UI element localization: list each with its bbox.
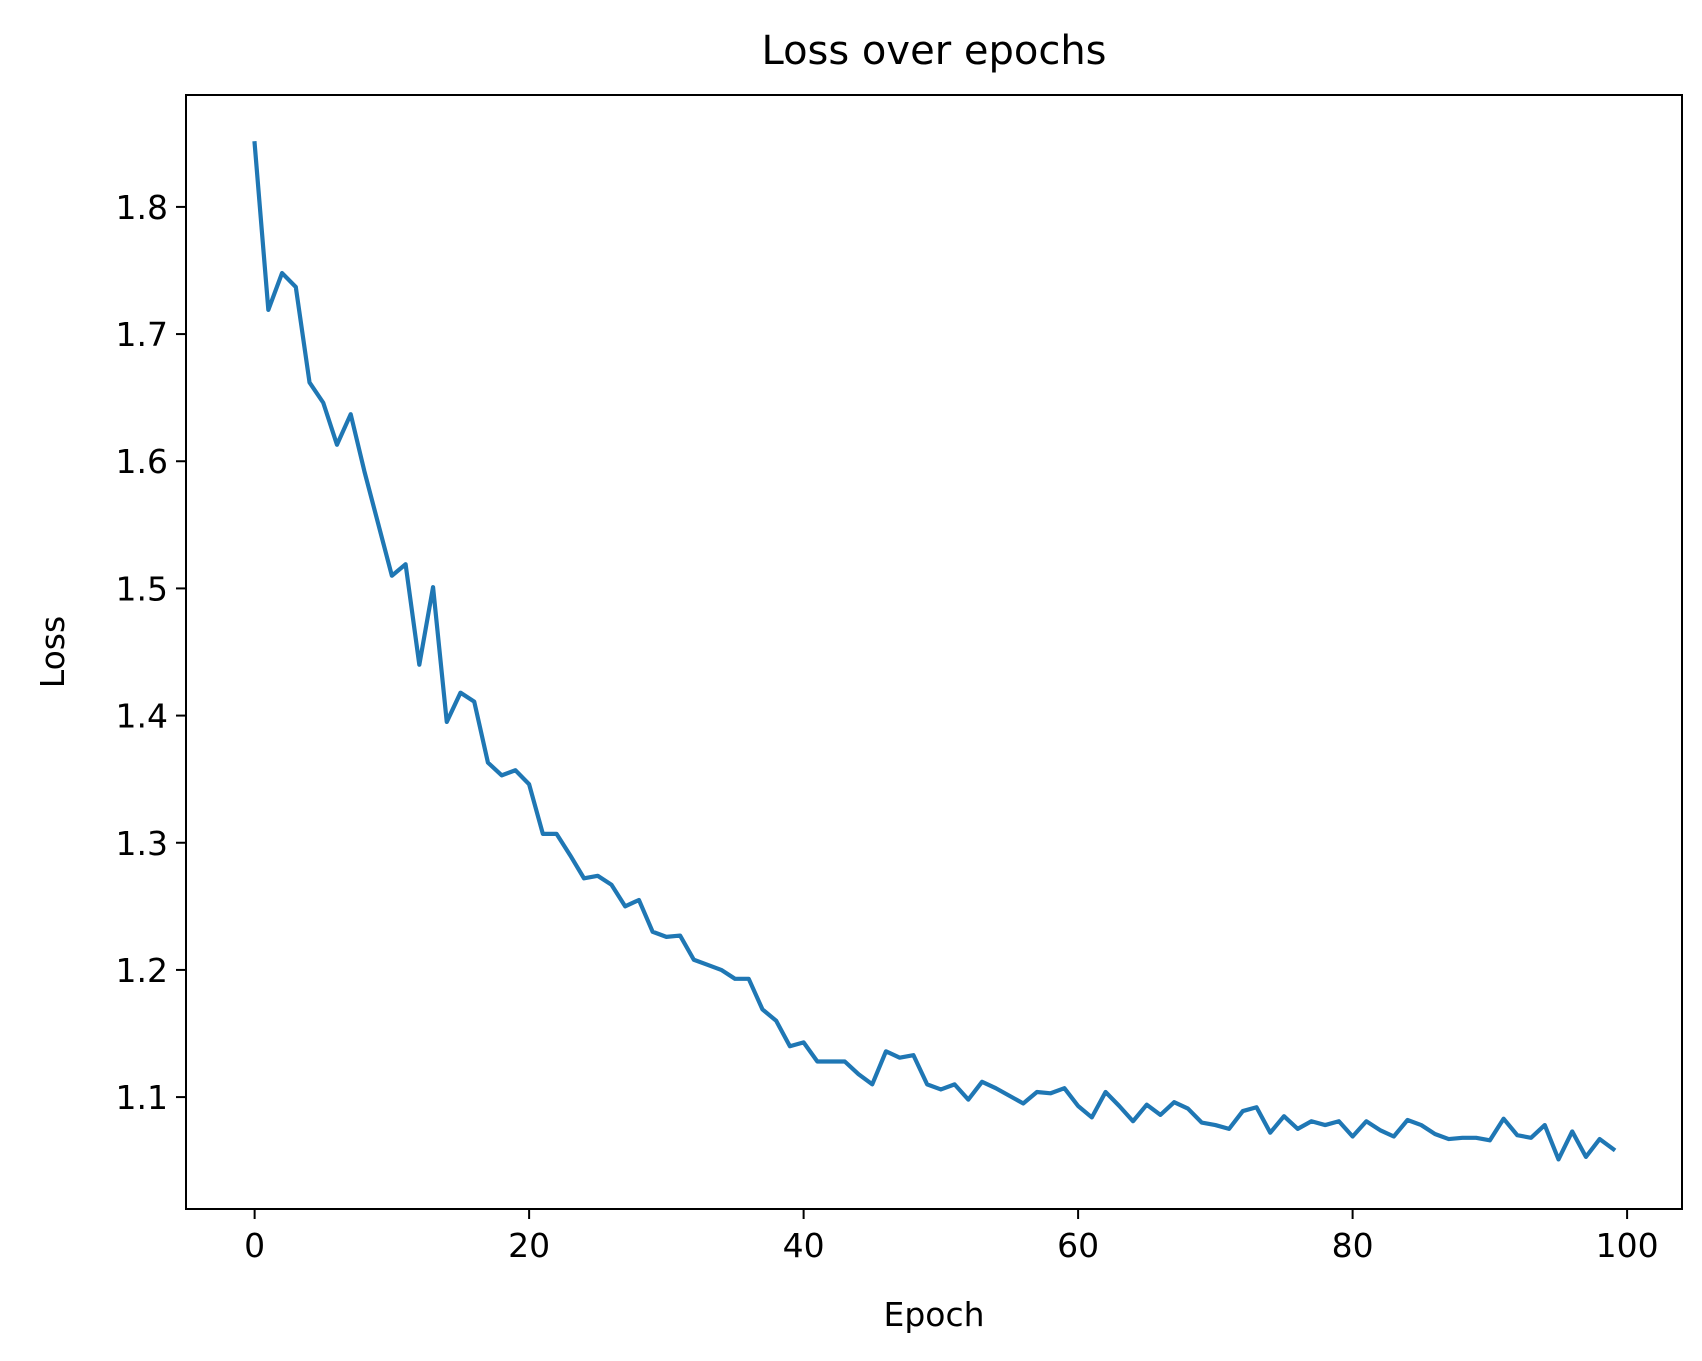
y-tick-label: 1.7 bbox=[116, 315, 168, 354]
x-tick-label: 20 bbox=[508, 1226, 550, 1265]
y-tick-label: 1.6 bbox=[116, 442, 168, 481]
x-tick-label: 100 bbox=[1596, 1226, 1659, 1265]
y-tick-label: 1.4 bbox=[116, 697, 168, 736]
axes-frame bbox=[185, 94, 1683, 1210]
y-tick-label: 1.1 bbox=[116, 1078, 168, 1117]
x-tick-label: 80 bbox=[1332, 1226, 1374, 1265]
chart-title: Loss over epochs bbox=[761, 28, 1106, 74]
y-tick-label: 1.2 bbox=[116, 951, 168, 990]
plot-area: 0 20 40 60 80 100 1.1 1.2 1.3 1.4 1.5 1.6 1.7 1.8 bbox=[116, 94, 1683, 1265]
x-axis-label: Epoch bbox=[883, 1295, 984, 1334]
y-axis-label: Loss bbox=[33, 616, 72, 688]
y-tick-label: 1.3 bbox=[116, 824, 168, 863]
y-tick-label: 1.5 bbox=[116, 569, 168, 608]
x-tick-label: 60 bbox=[1057, 1226, 1099, 1265]
x-tick-label: 0 bbox=[244, 1226, 265, 1265]
y-tick-label: 1.8 bbox=[116, 188, 168, 227]
x-tick-label: 40 bbox=[783, 1226, 825, 1265]
series-line-loss bbox=[252, 141, 1617, 1162]
